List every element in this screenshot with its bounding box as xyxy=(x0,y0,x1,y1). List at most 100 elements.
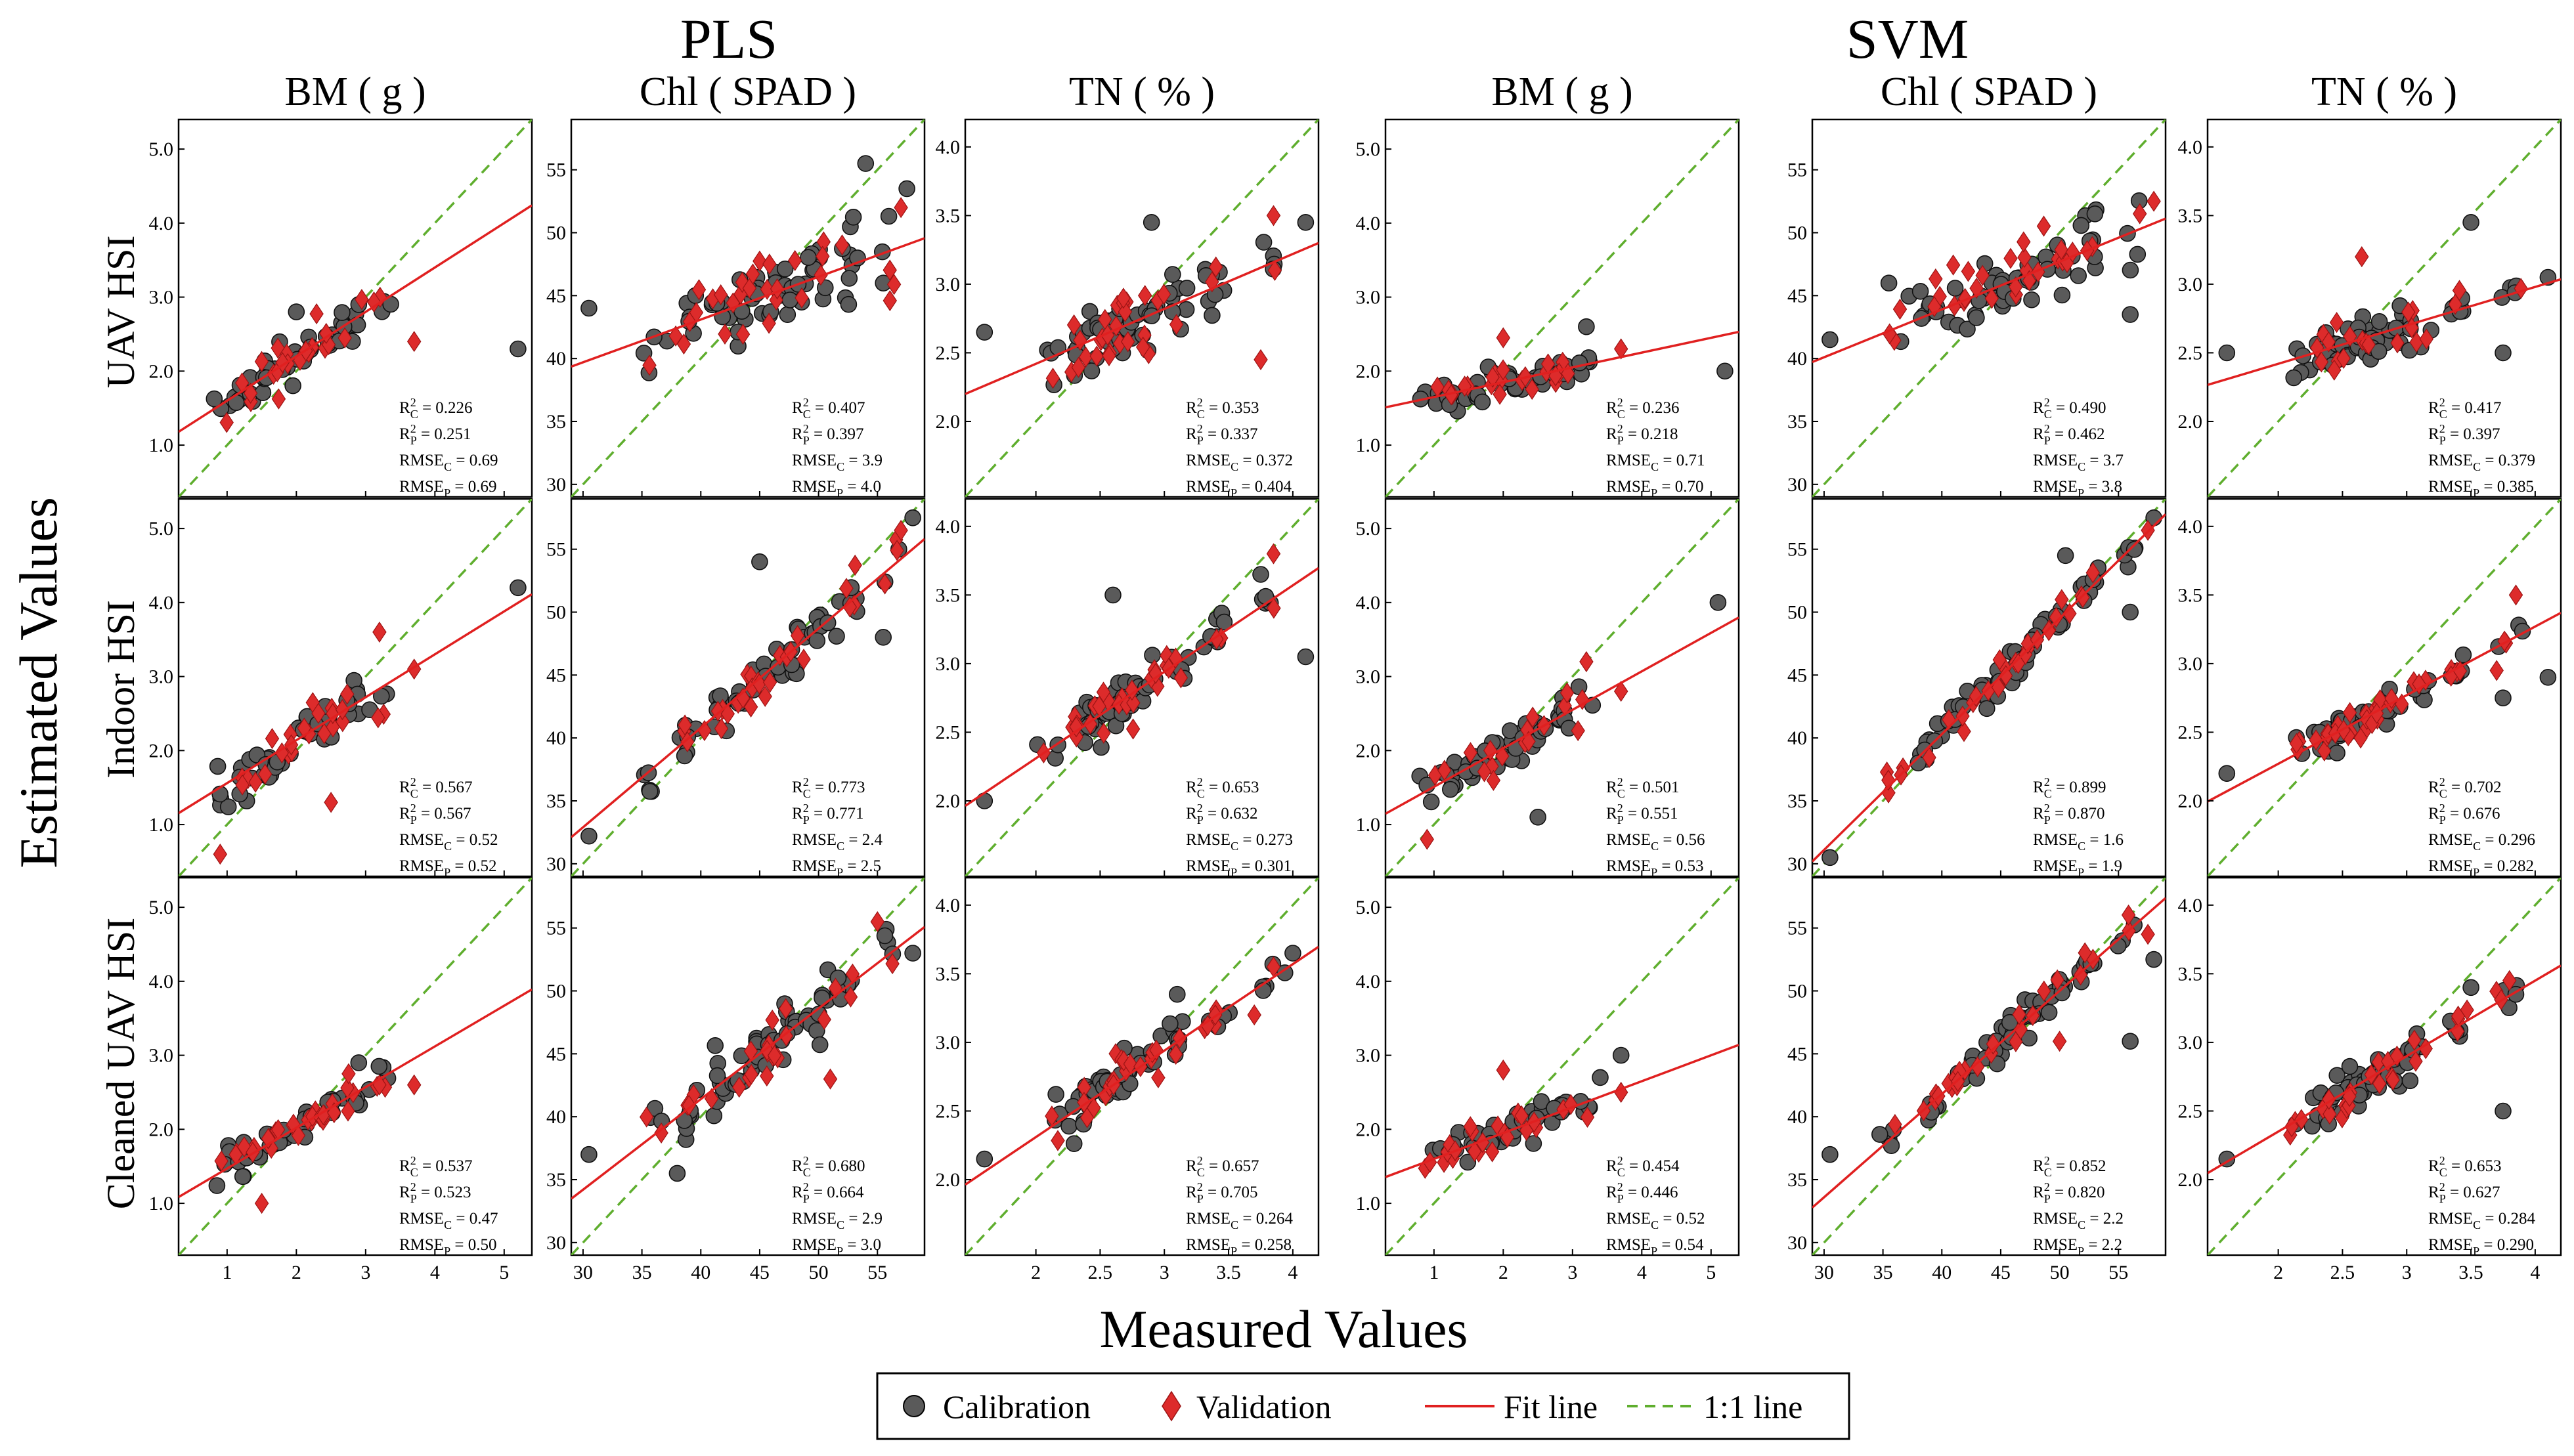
stat-r2-calibration: R2 C = 0.702 xyxy=(2428,775,2502,800)
validation-point xyxy=(1102,345,1116,366)
validation-point xyxy=(1496,359,1510,381)
validation-point xyxy=(839,578,854,599)
column-title-svm-bm: BM ( g ) xyxy=(1491,70,1632,114)
legend-fit-line-label: Fit line xyxy=(1504,1388,1598,1425)
stat-r2-prediction: R2 P = 0.397 xyxy=(792,422,864,447)
x-axis-label: Measured Values xyxy=(1100,1299,1468,1359)
y-tick-label: 40 xyxy=(1787,1106,1807,1128)
calibration-point xyxy=(1252,566,1269,583)
calibration-point xyxy=(1978,700,1996,717)
x-tick-label: 40 xyxy=(1932,1262,1952,1283)
y-tick-label: 45 xyxy=(1787,1043,1807,1065)
validation-point xyxy=(1961,261,1976,282)
x-tick-label: 45 xyxy=(750,1262,770,1283)
stat-r2-prediction: R2 P = 0.705 xyxy=(1186,1180,1258,1205)
validation-point xyxy=(1613,681,1628,702)
x-tick-label: 45 xyxy=(1991,1262,2011,1283)
y-tick-label: 30 xyxy=(1787,853,1807,875)
validation-point xyxy=(713,284,728,306)
stat-rmse-prediction: RMSEP = 0.282 xyxy=(2428,857,2534,879)
one-to-one-line xyxy=(1385,878,1739,1255)
validation-point xyxy=(2141,924,2155,945)
x-tick-label: 2 xyxy=(1498,1262,1508,1283)
calibration-point xyxy=(2129,246,2147,263)
stat-r2-calibration: R2 C = 0.454 xyxy=(1606,1154,1680,1179)
y-axis-label: Estimated Values xyxy=(9,497,68,868)
validation-point xyxy=(1571,720,1585,742)
calibration-point xyxy=(904,509,921,526)
one-to-one-line xyxy=(1812,119,2166,497)
fit-line xyxy=(179,593,532,815)
stat-r2-calibration: R2 C = 0.852 xyxy=(2033,1154,2106,1179)
calibration-point xyxy=(1276,964,1294,981)
calibration-point xyxy=(840,270,858,287)
y-tick-label: 30 xyxy=(546,474,566,496)
stat-rmse-calibration: RMSEC = 0.69 xyxy=(399,452,498,473)
validation-point xyxy=(1969,685,1984,707)
x-tick-label: 3.5 xyxy=(2458,1262,2483,1283)
calibration-point xyxy=(1297,213,1315,231)
stat-r2-prediction: R2 P = 0.337 xyxy=(1186,422,1258,447)
validation-point xyxy=(2036,215,2051,237)
stat-rmse-prediction: RMSEP = 3.0 xyxy=(792,1236,881,1258)
calibration-point xyxy=(234,1168,251,1186)
model-title-pls: PLS xyxy=(680,7,777,70)
x-tick-label: 4 xyxy=(2530,1262,2540,1283)
fit-line xyxy=(1812,897,2166,1209)
calibration-point xyxy=(1871,1126,1888,1143)
y-tick-label: 2.5 xyxy=(2178,1100,2203,1122)
validation-point xyxy=(2055,589,2069,610)
row-label-uav-hsi: UAV HSI xyxy=(99,236,142,389)
stat-r2-calibration: R2 C = 0.537 xyxy=(399,1154,473,1179)
x-tick-label: 2 xyxy=(2273,1262,2283,1283)
y-tick-label: 2.0 xyxy=(149,740,174,761)
y-tick-label: 40 xyxy=(546,348,566,370)
x-tick-label: 3 xyxy=(1160,1262,1169,1283)
validation-point xyxy=(2017,231,2031,253)
fit-line xyxy=(1812,217,2166,364)
calibration-point xyxy=(1571,354,1588,372)
validation-point xyxy=(2407,1029,2422,1051)
calibration-point xyxy=(1880,274,1898,292)
validation-point xyxy=(848,554,862,576)
validation-point xyxy=(1169,314,1184,335)
calibration-point xyxy=(2122,261,2139,279)
column-title-pls-tn: TN ( % ) xyxy=(1069,70,1215,114)
ticks: 1.0 2.0 3.0 4.0 5.0 xyxy=(1356,518,1712,876)
stat-r2-calibration: R2 C = 0.680 xyxy=(792,1154,865,1179)
calibration-point xyxy=(1143,213,1160,231)
stat-rmse-prediction: RMSEP = 0.385 xyxy=(2428,478,2534,500)
validation-point xyxy=(235,774,250,796)
validation-point xyxy=(787,249,802,271)
validation-point xyxy=(219,412,234,433)
x-tick-label: 5 xyxy=(499,1262,509,1283)
validation-point xyxy=(760,1065,774,1087)
validation-point xyxy=(2054,239,2068,261)
calibration-point xyxy=(707,1037,724,1054)
validation-point xyxy=(2508,584,2523,606)
fit-line xyxy=(965,242,1319,395)
calibration-point xyxy=(1215,613,1233,631)
stat-r2-calibration: R2 C = 0.353 xyxy=(1186,396,1259,421)
validation-point xyxy=(1525,378,1539,400)
stat-r2-calibration: R2 C = 0.657 xyxy=(1186,1154,1259,1179)
y-tick-label: 3.0 xyxy=(2178,653,2203,675)
y-tick-label: 3.0 xyxy=(2178,1032,2203,1054)
calibration-point xyxy=(288,303,305,320)
stat-r2-calibration: R2 C = 0.490 xyxy=(2033,396,2106,421)
validation-point xyxy=(265,728,280,750)
validation-point xyxy=(2132,203,2147,225)
calibration-point xyxy=(1946,280,1964,297)
validation-point xyxy=(1096,681,1111,703)
y-tick-label: 30 xyxy=(1787,474,1807,496)
stat-r2-prediction: R2 P = 0.251 xyxy=(399,422,471,447)
y-tick-label: 5.0 xyxy=(149,139,174,160)
fit-line xyxy=(1385,1044,1739,1178)
ticks: 1.0 2.0 3.0 4.0 5.0 xyxy=(149,518,505,876)
fit-line xyxy=(2208,612,2561,803)
validation-point xyxy=(1267,259,1282,281)
